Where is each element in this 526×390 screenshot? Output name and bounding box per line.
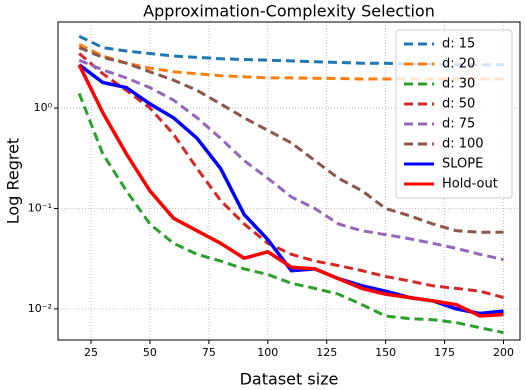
x-tick-label: 125 — [316, 346, 337, 359]
x-tick-label: 200 — [493, 346, 514, 359]
y-tick-label: 10⁻² — [28, 302, 52, 315]
x-tick-label: 150 — [375, 346, 396, 359]
series-line — [78, 58, 504, 262]
legend-label: d: 100 — [442, 137, 484, 152]
x-tick-label: 175 — [434, 346, 455, 359]
series-line — [78, 46, 504, 234]
chart-title: Approximation-Complexity Selection — [143, 2, 435, 21]
series-line — [77, 64, 504, 318]
x-axis-label: Dataset size — [240, 370, 339, 389]
y-axis-label: Log Regret — [4, 138, 23, 224]
legend-box — [395, 29, 513, 199]
x-tick-label: 75 — [202, 346, 216, 359]
x-tick-label: 25 — [84, 346, 98, 359]
legend-label: d: 15 — [442, 37, 475, 52]
legend-label: d: 75 — [442, 117, 475, 132]
series-line — [77, 92, 504, 335]
y-tick-label: 10⁰ — [34, 101, 53, 114]
series-line — [78, 52, 504, 299]
plot-frame — [57, 21, 521, 341]
legend-label: SLOPE — [442, 157, 483, 172]
legend-label: Hold-out — [442, 177, 498, 192]
legend-label: d: 30 — [442, 77, 475, 92]
x-tick-label: 100 — [257, 346, 278, 359]
legend-label: d: 50 — [442, 97, 475, 112]
y-tick-label: 10⁻¹ — [28, 201, 52, 214]
x-tick-label: 50 — [143, 346, 157, 359]
legend-label: d: 20 — [442, 57, 475, 72]
